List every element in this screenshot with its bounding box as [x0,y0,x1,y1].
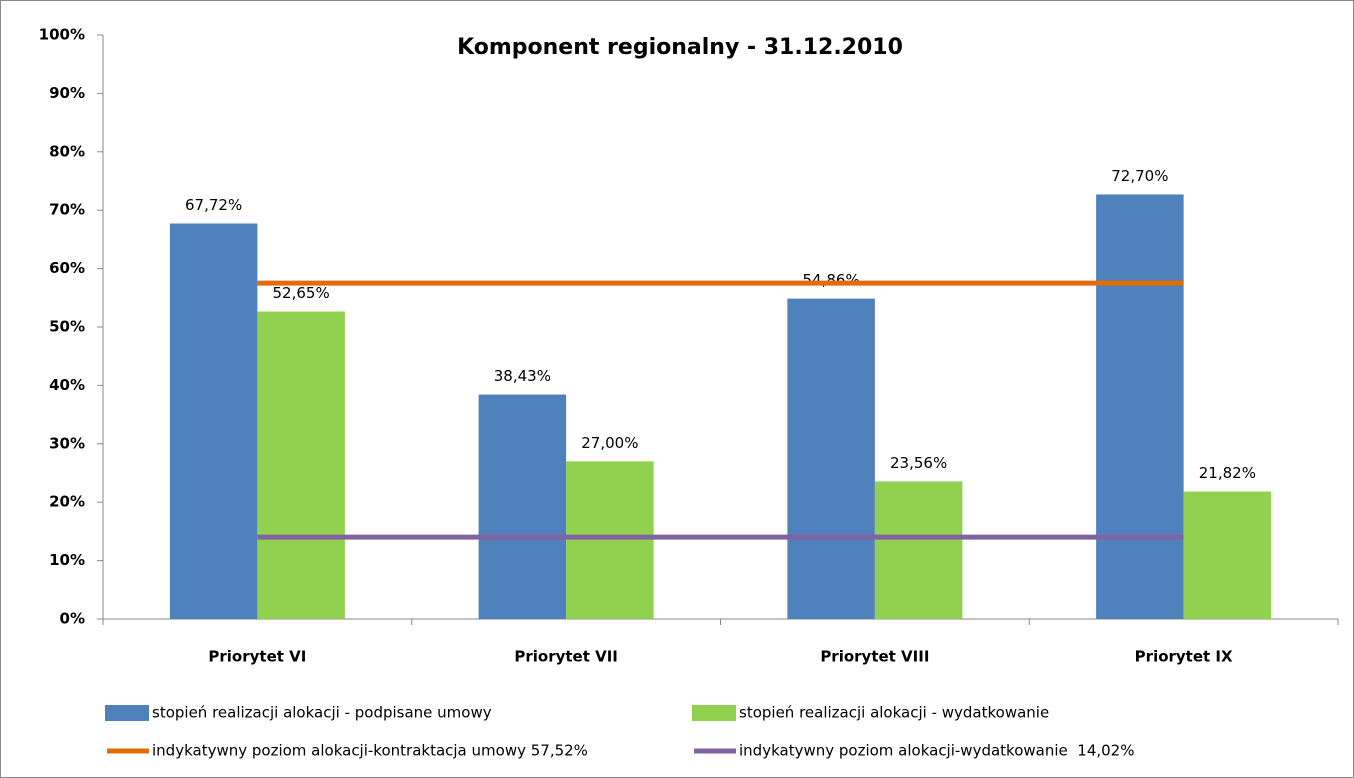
value-label: 27,00% [581,434,638,452]
bar [169,223,258,619]
y-tick-label: 80% [49,142,85,160]
value-label: 54,86% [803,271,860,289]
value-label: 23,56% [890,454,947,472]
bar [1096,194,1184,619]
y-tick-label: 30% [49,434,85,452]
bar [874,481,963,619]
value-label: 67,72% [185,196,242,214]
legend-label: stopień realizacji alokacji - podpisane … [152,704,492,722]
bar [478,394,567,619]
legend-swatch [692,705,736,721]
y-tick-label: 100% [39,26,85,44]
legend-swatch [105,705,149,721]
y-tick-label: 20% [49,493,85,511]
y-tick-label: 10% [49,551,85,569]
value-label: 38,43% [494,367,551,385]
bar [566,461,654,619]
y-tick-label: 40% [49,376,85,394]
bar [1183,491,1272,619]
y-tick-label: 0% [60,610,85,628]
legend-label: stopień realizacji alokacji - wydatkowan… [739,704,1049,722]
y-tick-label: 70% [49,201,85,219]
y-tick-label: 50% [49,318,85,336]
bar [257,311,345,619]
bar [787,298,875,619]
legend-label: indykatywny poziom alokacji-kontraktacja… [152,742,588,760]
x-tick-label: Priorytet VI [208,648,306,666]
y-tick-label: 60% [49,259,85,277]
legend-label: indykatywny poziom alokacji-wydatkowanie… [739,742,1134,760]
x-tick-label: Priorytet VIII [820,648,929,666]
chart-title: Komponent regionalny - 31.12.2010 [457,35,903,60]
x-tick-label: Priorytet IX [1135,648,1233,666]
value-label: 52,65% [273,284,330,302]
x-tick-label: Priorytet VII [514,648,618,666]
value-label: 72,70% [1111,167,1168,185]
y-tick-label: 90% [49,84,85,102]
value-label: 21,82% [1199,464,1256,482]
